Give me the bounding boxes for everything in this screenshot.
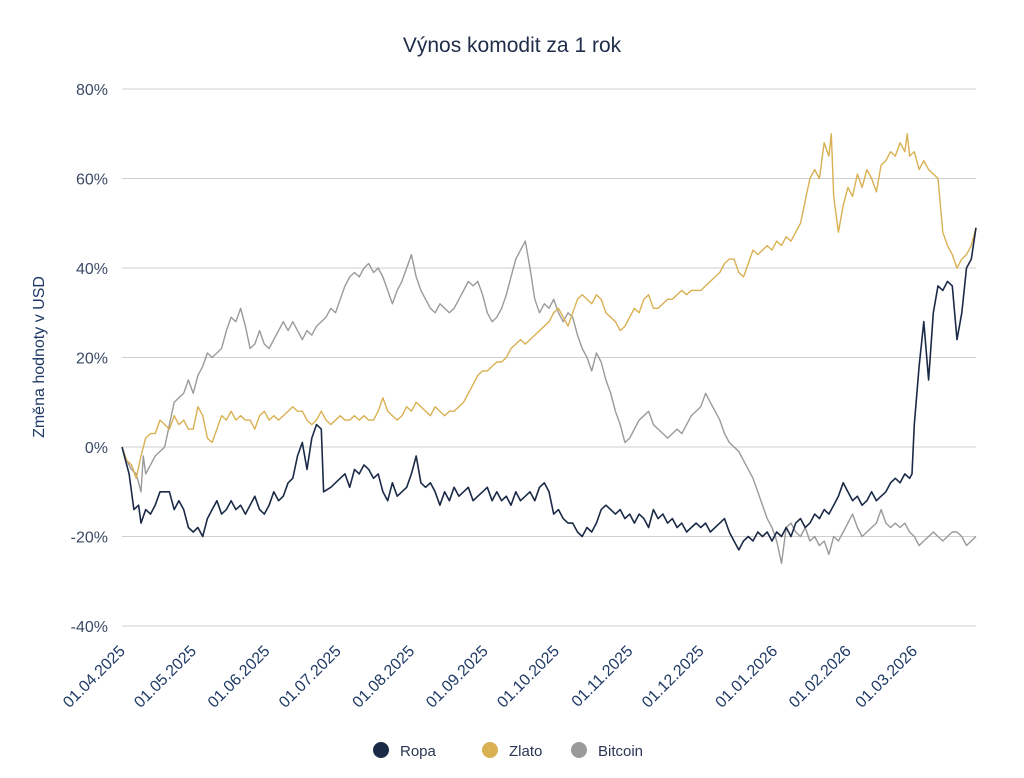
y-axis-label: Změna hodnoty v USD bbox=[31, 276, 48, 438]
y-tick-label: 80% bbox=[76, 82, 108, 99]
y-tick-label: 40% bbox=[76, 261, 108, 278]
x-tick-label: 01.10.2025 bbox=[494, 643, 563, 712]
legend-marker-ropa bbox=[373, 742, 389, 758]
legend-label-bitcoin: Bitcoin bbox=[598, 743, 643, 760]
legend-marker-bitcoin bbox=[571, 742, 587, 758]
series-line-zlato bbox=[121, 133, 977, 479]
legend-marker-zlato bbox=[482, 742, 498, 758]
y-axis-ticks: 80% 60% 40% 20% 0% -20% -40% bbox=[71, 82, 108, 636]
x-tick-label: 01.02.2026 bbox=[786, 643, 855, 712]
y-tick-label: 0% bbox=[85, 440, 108, 457]
legend-label-zlato: Zlato bbox=[509, 743, 542, 760]
x-tick-label: 01.01.2026 bbox=[713, 643, 782, 712]
y-tick-label: 60% bbox=[76, 172, 108, 189]
x-tick-label: 01.08.2025 bbox=[350, 643, 419, 712]
legend-label-ropa: Ropa bbox=[400, 743, 437, 760]
legend: Ropa Zlato Bitcoin bbox=[373, 742, 643, 760]
x-tick-label: 01.07.2025 bbox=[276, 643, 345, 712]
series-line-ropa bbox=[121, 227, 977, 551]
x-tick-label: 01.05.2025 bbox=[131, 643, 200, 712]
x-tick-label: 01.09.2025 bbox=[423, 643, 492, 712]
x-tick-label: 01.11.2025 bbox=[569, 643, 637, 711]
x-tick-label: 01.03.2026 bbox=[853, 643, 922, 712]
x-axis-ticks: 01.04.2025 01.05.2025 01.06.2025 01.07.2025… bbox=[60, 643, 921, 712]
gridlines bbox=[122, 88, 976, 627]
x-tick-label: 01.04.2025 bbox=[60, 643, 129, 712]
x-tick-label: 01.06.2025 bbox=[205, 643, 274, 712]
x-tick-label: 01.12.2025 bbox=[639, 643, 708, 712]
chart-title: Výnos komodit za 1 rok bbox=[403, 34, 622, 57]
y-tick-label: -20% bbox=[71, 530, 108, 547]
series-line-bitcoin bbox=[121, 240, 977, 565]
y-tick-label: -40% bbox=[71, 619, 108, 636]
y-tick-label: 20% bbox=[76, 351, 108, 368]
series-lines bbox=[121, 133, 977, 565]
